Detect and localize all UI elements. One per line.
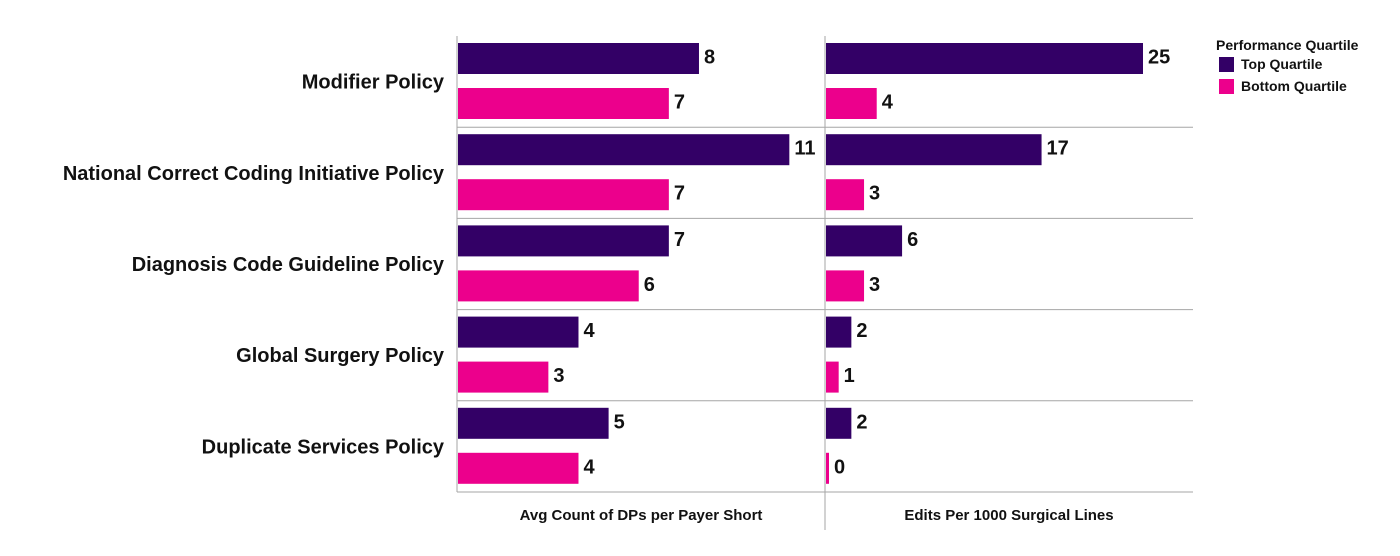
x-axis-title: Edits Per 1000 Surgical Lines bbox=[904, 507, 1113, 524]
bottom-quartile-bar bbox=[826, 361, 839, 393]
bar-value-label: 4 bbox=[882, 92, 894, 114]
bar-value-label: 3 bbox=[869, 183, 880, 205]
bar-value-label: 5 bbox=[614, 411, 625, 433]
bar-value-label: 7 bbox=[674, 92, 685, 114]
top-quartile-bar bbox=[458, 225, 669, 257]
category-label: Duplicate Services Policy bbox=[202, 436, 445, 458]
bar-value-label: 4 bbox=[583, 320, 595, 342]
bottom-quartile-bar bbox=[826, 88, 877, 119]
bar-value-label: 6 bbox=[907, 229, 918, 251]
legend-item-label: Top Quartile bbox=[1241, 56, 1323, 72]
bar-value-label: 17 bbox=[1047, 138, 1069, 160]
top-quartile-bar bbox=[458, 316, 579, 348]
bar-value-label: 2 bbox=[856, 320, 867, 342]
bottom-quartile-bar bbox=[458, 361, 549, 393]
legend: Performance Quartile Top Quartile Bottom Q… bbox=[1216, 37, 1359, 94]
top-quartile-bar bbox=[826, 43, 1143, 74]
bottom-quartile-bar bbox=[458, 179, 669, 211]
bar-value-label: 8 bbox=[704, 47, 715, 69]
bar-value-label: 6 bbox=[644, 274, 655, 296]
bottom-quartile-bar bbox=[458, 452, 579, 484]
bar-value-label: 2 bbox=[856, 411, 867, 433]
legend-swatch bbox=[1219, 79, 1234, 94]
bar-value-label: 3 bbox=[869, 274, 880, 296]
bottom-quartile-bar bbox=[458, 88, 669, 119]
bar-value-label: 7 bbox=[674, 183, 685, 205]
bar-value-label: 4 bbox=[583, 456, 595, 478]
legend-swatch bbox=[1219, 57, 1234, 72]
top-quartile-bar bbox=[826, 407, 852, 439]
top-quartile-bar bbox=[458, 43, 699, 74]
bottom-quartile-bar bbox=[826, 452, 829, 484]
bar-value-label: 0 bbox=[834, 456, 845, 478]
legend-item-label: Bottom Quartile bbox=[1241, 78, 1347, 94]
x-axis-title: Avg Count of DPs per Payer Short bbox=[520, 507, 763, 524]
top-quartile-bar bbox=[826, 316, 852, 348]
category-label: Global Surgery Policy bbox=[236, 345, 445, 367]
legend-title: Performance Quartile bbox=[1216, 37, 1359, 53]
category-label: Modifier Policy bbox=[302, 72, 445, 94]
bar-value-label: 1 bbox=[844, 365, 855, 387]
bottom-quartile-bar bbox=[458, 270, 639, 302]
bar-value-label: 25 bbox=[1148, 47, 1170, 69]
bar-value-label: 3 bbox=[553, 365, 564, 387]
bottom-quartile-bar bbox=[826, 270, 865, 302]
top-quartile-bar bbox=[826, 134, 1042, 166]
category-label: Diagnosis Code Guideline Policy bbox=[132, 254, 445, 276]
top-quartile-bar bbox=[458, 134, 790, 166]
top-quartile-bar bbox=[458, 407, 609, 439]
category-label: National Correct Coding Initiative Polic… bbox=[63, 163, 445, 185]
top-quartile-bar bbox=[826, 225, 903, 257]
bottom-quartile-bar bbox=[826, 179, 865, 211]
bar-value-label: 11 bbox=[794, 138, 815, 160]
bar-value-label: 7 bbox=[674, 229, 685, 251]
